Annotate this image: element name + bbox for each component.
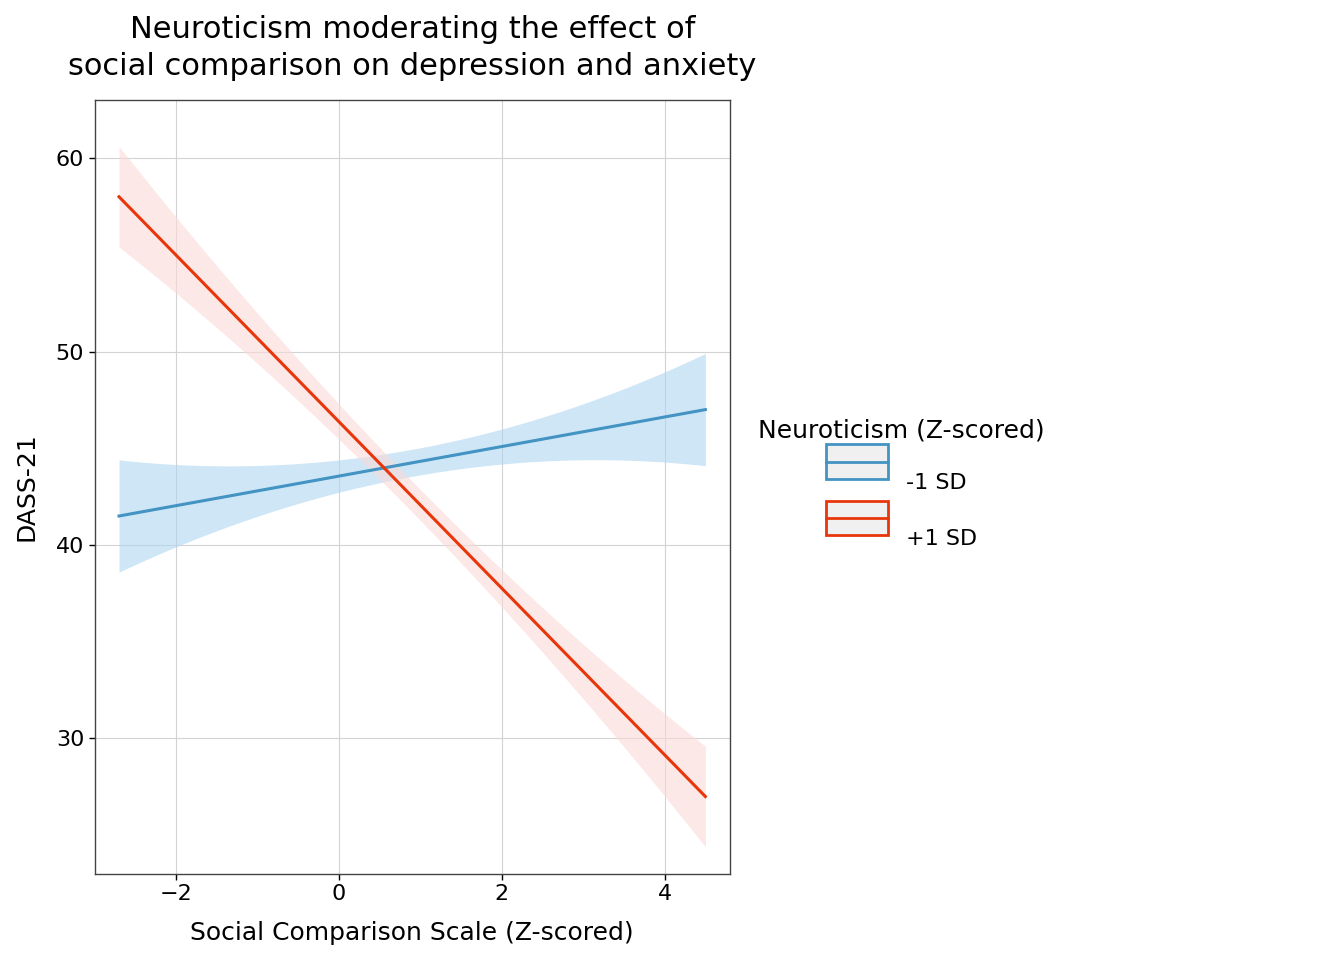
Legend: -1 SD, +1 SD: -1 SD, +1 SD xyxy=(747,407,1056,566)
X-axis label: Social Comparison Scale (Z-scored): Social Comparison Scale (Z-scored) xyxy=(191,921,634,945)
Title: Neuroticism moderating the effect of
social comparison on depression and anxiety: Neuroticism moderating the effect of soc… xyxy=(69,15,757,81)
Y-axis label: DASS-21: DASS-21 xyxy=(15,433,39,541)
